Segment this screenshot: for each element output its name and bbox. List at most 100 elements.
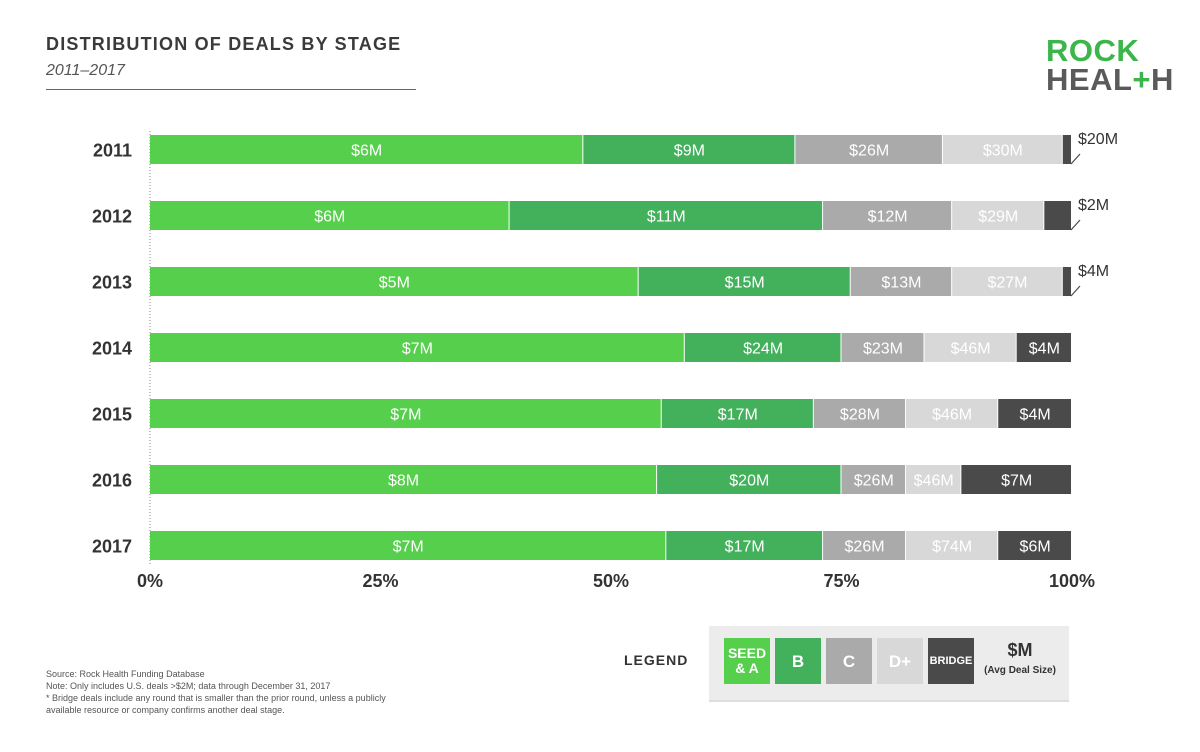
data-label: $7M	[390, 407, 421, 424]
data-label: $20M	[729, 473, 769, 490]
data-label: $8M	[388, 473, 419, 490]
legend-label: LEGEND	[624, 652, 689, 668]
bar-segment-b	[638, 267, 850, 296]
bar-segment-seed_a	[150, 135, 583, 164]
bar-segment-c	[841, 465, 906, 494]
bar-segment-bridge	[1044, 201, 1071, 230]
bar-segment-c	[823, 531, 906, 560]
legend-swatch-seed_a: SEED & A	[724, 638, 770, 684]
x-tick-label: 25%	[362, 571, 398, 591]
bar-segment-d_plus	[924, 333, 1016, 362]
logo-line-2: HEAL+H	[1046, 62, 1174, 97]
bar-segment-b	[583, 135, 795, 164]
bridge-note-line: * Bridge deals include any round that is…	[46, 693, 386, 715]
bridge-leader-line	[1070, 153, 1081, 165]
legend-unit-symbol: $M	[1007, 640, 1033, 660]
source-line: Source: Rock Health Funding Database	[46, 669, 205, 679]
bar-segment-seed_a	[150, 201, 509, 230]
x-tick-label: 100%	[1049, 571, 1095, 591]
legend: $M (Avg Deal Size) SEED & A B C D+ BRIDGE	[709, 626, 1069, 702]
data-label: $46M	[932, 407, 972, 424]
data-label: $4M	[1078, 263, 1109, 280]
data-label: $7M	[402, 341, 433, 358]
year-label: 2012	[92, 207, 132, 227]
data-label: $7M	[1001, 473, 1032, 490]
bar-segment-b	[684, 333, 841, 362]
bar-segment-b	[666, 531, 823, 560]
x-tick-label: 75%	[823, 571, 859, 591]
data-label: $6M	[314, 209, 345, 226]
bar-segment-c	[813, 399, 906, 428]
logo-line-1: ROCK	[1046, 33, 1140, 68]
legend-swatch-b: B	[775, 638, 821, 684]
legend-swatch-d_plus: D+	[877, 638, 923, 684]
data-label: $26M	[849, 143, 889, 160]
title-divider	[46, 89, 416, 90]
bar-segment-bridge	[998, 531, 1071, 560]
bar-segment-c	[795, 135, 942, 164]
data-label: $29M	[978, 209, 1018, 226]
legend-swatch-bridge: BRIDGE	[928, 638, 974, 684]
chart-title: DISTRIBUTION OF DEALS BY STAGE	[46, 34, 402, 54]
rock-health-logo: ROCK HEAL+H	[1046, 33, 1174, 100]
source-notes: Source: Rock Health Funding Database Not…	[46, 668, 386, 716]
bar-segment-seed_a	[150, 399, 661, 428]
bar-segment-d_plus	[906, 399, 998, 428]
year-label: 2015	[92, 405, 132, 425]
data-label: $23M	[863, 341, 903, 358]
bar-segment-c	[823, 201, 952, 230]
data-label: $46M	[951, 341, 991, 358]
data-label: $5M	[379, 275, 410, 292]
note-line: Note: Only includes U.S. deals >$2M; dat…	[46, 681, 331, 691]
chart-subtitle: 2011–2017	[46, 62, 125, 79]
data-label: $28M	[840, 407, 880, 424]
bar-segment-d_plus	[952, 201, 1044, 230]
data-label: $17M	[718, 407, 758, 424]
legend-swatch-c: C	[826, 638, 872, 684]
year-label: 2017	[92, 537, 132, 557]
data-label: $30M	[983, 143, 1023, 160]
bar-segment-bridge	[998, 399, 1071, 428]
bar-segment-b	[657, 465, 841, 494]
bar-segment-d_plus	[942, 135, 1062, 164]
data-label: $26M	[854, 473, 894, 490]
data-label: $74M	[932, 539, 972, 556]
bar-segment-seed_a	[150, 531, 666, 560]
year-label: 2016	[92, 471, 132, 491]
data-label: $6M	[1020, 539, 1051, 556]
bar-segment-seed_a	[150, 465, 657, 494]
bar-segment-b	[661, 399, 813, 428]
data-label: $9M	[674, 143, 705, 160]
bar-segment-seed_a	[150, 333, 684, 362]
data-label: $20M	[1078, 131, 1118, 148]
bridge-leader-line	[1070, 219, 1081, 231]
data-label: $26M	[845, 539, 885, 556]
bar-segment-d_plus	[952, 267, 1062, 296]
data-label: $11M	[647, 209, 686, 226]
data-label: $15M	[725, 275, 765, 292]
data-label: $6M	[351, 143, 382, 160]
data-label: $7M	[393, 539, 424, 556]
legend-unit: $M (Avg Deal Size)	[975, 640, 1065, 676]
x-tick-label: 0%	[137, 571, 163, 591]
bar-segment-bridge	[1062, 267, 1071, 296]
bar-segment-bridge	[1016, 333, 1071, 362]
bar-segment-c	[850, 267, 952, 296]
data-label: $46M	[914, 473, 954, 490]
bar-segment-seed_a	[150, 267, 638, 296]
bar-segment-c	[841, 333, 924, 362]
data-label: $17M	[725, 539, 765, 556]
bridge-leader-line	[1070, 285, 1081, 297]
year-label: 2013	[92, 273, 132, 293]
year-label: 2011	[93, 141, 132, 161]
legend-unit-note: (Avg Deal Size)	[984, 665, 1056, 676]
data-label: $12M	[868, 209, 908, 226]
bar-segment-d_plus	[906, 465, 961, 494]
year-label: 2014	[92, 339, 132, 359]
bar-segment-bridge	[1062, 135, 1071, 164]
data-label: $24M	[743, 341, 783, 358]
bar-segment-bridge	[961, 465, 1071, 494]
data-label: $13M	[881, 275, 921, 292]
x-tick-label: 50%	[593, 571, 629, 591]
